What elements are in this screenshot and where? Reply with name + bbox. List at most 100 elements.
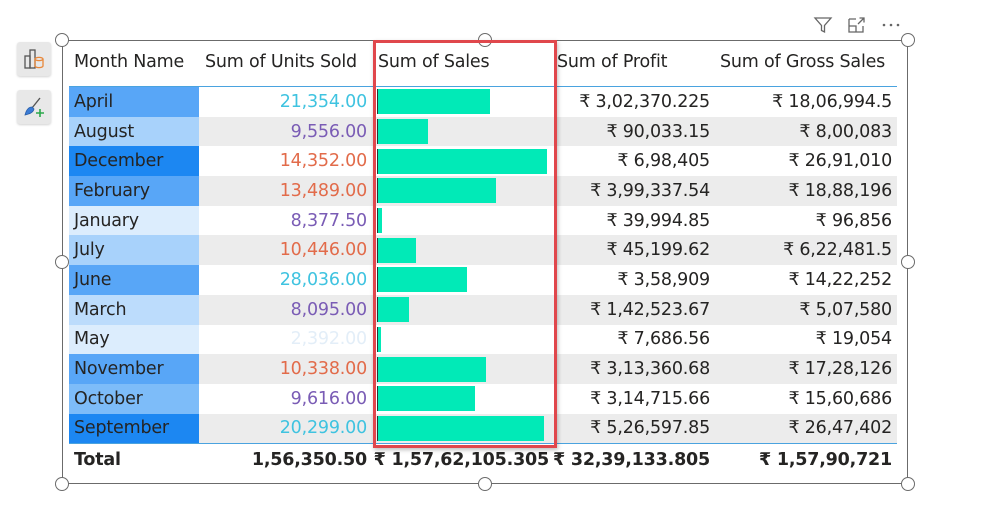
resize-handle-middle-right[interactable] — [901, 255, 915, 269]
profit-cell: ₹ 90,033.15 — [606, 121, 710, 142]
units-sold-cell: 10,446.00 — [279, 240, 367, 261]
units-sold-cell: 28,036.00 — [279, 269, 367, 290]
sales-databar — [377, 326, 381, 352]
profit-cell: ₹ 6,98,405 — [617, 151, 710, 172]
column-header-profit[interactable]: Sum of Profit — [557, 52, 668, 72]
total-sales: ₹ 1,57,62,105.305 — [373, 450, 550, 471]
sales-databar — [377, 148, 547, 174]
month-name-cell: February — [69, 176, 199, 206]
row-background — [199, 354, 897, 384]
profit-cell: ₹ 7,686.56 — [617, 329, 710, 350]
sales-databar — [377, 89, 490, 115]
gross-sales-cell: ₹ 26,47,402 — [788, 418, 892, 439]
sales-databar — [377, 208, 382, 234]
units-sold-cell: 13,489.00 — [279, 180, 367, 201]
build-visual-button[interactable] — [17, 42, 51, 76]
units-sold-cell: 21,354.00 — [279, 91, 367, 112]
format-visual-button[interactable] — [17, 90, 51, 124]
row-background — [199, 413, 897, 444]
table-row[interactable]: September 20,299.00 ₹ 5,26,597.85 ₹ 26,47,4… — [69, 413, 897, 444]
sales-databar-cell — [377, 325, 552, 355]
month-name-cell: August — [69, 116, 199, 147]
table-row[interactable]: March 8,095.00 ₹ 1,42,523.67 ₹ 5,07,580 — [69, 294, 897, 325]
profit-cell: ₹ 3,13,360.68 — [590, 359, 710, 380]
sales-databar — [377, 415, 544, 441]
resize-handle-middle-left[interactable] — [55, 255, 69, 269]
profit-cell: ₹ 5,26,597.85 — [590, 418, 710, 439]
table-row[interactable]: November 10,338.00 ₹ 3,13,360.68 ₹ 17,28,12… — [69, 354, 897, 384]
table-body: April 21,354.00 ₹ 3,02,370.225 ₹ 18,06,994.… — [69, 87, 897, 444]
sales-databar-cell — [377, 384, 552, 414]
table-visual: Month Name Sum of Units Sold Sum of Sale… — [69, 47, 897, 476]
more-options-icon[interactable] — [880, 14, 902, 36]
resize-handle-bottom-left[interactable] — [55, 477, 69, 491]
sales-databar-cell — [377, 146, 552, 176]
sales-databar — [377, 237, 416, 263]
sales-databar-cell — [377, 206, 552, 236]
sales-databar — [377, 119, 428, 145]
units-sold-cell: 9,616.00 — [290, 388, 368, 409]
row-background — [199, 176, 897, 206]
sales-databar-cell — [377, 117, 552, 147]
filter-icon[interactable] — [812, 14, 834, 36]
table-row[interactable]: October 9,616.00 ₹ 3,14,715.66 ₹ 15,60,686 — [69, 383, 897, 414]
gross-sales-cell: ₹ 14,22,252 — [788, 269, 892, 290]
month-name-cell: April — [69, 87, 199, 117]
total-gross-sales: ₹ 1,57,90,721 — [758, 450, 892, 471]
column-header-sales[interactable]: Sum of Sales — [378, 52, 490, 72]
units-sold-cell: 14,352.00 — [279, 151, 367, 172]
table-row[interactable]: April 21,354.00 ₹ 3,02,370.225 ₹ 18,06,994.… — [69, 87, 897, 117]
gross-sales-cell: ₹ 26,91,010 — [788, 151, 892, 172]
sales-databar — [377, 267, 467, 293]
column-header-month-name[interactable]: Month Name — [74, 52, 185, 72]
column-header-gross-sales[interactable]: Sum of Gross Sales — [720, 52, 886, 72]
total-row: Total 1,56,350.50 ₹ 1,57,62,105.305 ₹ 32… — [69, 443, 897, 476]
table-row[interactable]: August 9,556.00 ₹ 90,033.15 ₹ 8,00,083 — [69, 116, 897, 147]
sales-databar-cell — [377, 295, 552, 325]
sales-databar — [377, 178, 496, 204]
resize-handle-bottom-middle[interactable] — [478, 477, 492, 491]
sales-databar — [377, 356, 486, 382]
resize-handle-top-left[interactable] — [55, 33, 69, 47]
row-background — [199, 235, 897, 266]
resize-handle-top-middle[interactable] — [478, 33, 492, 47]
units-sold-cell: 20,299.00 — [279, 418, 367, 439]
units-sold-cell: 8,095.00 — [290, 299, 368, 320]
sales-databar-cell — [377, 87, 552, 117]
month-name-cell: October — [69, 383, 199, 414]
month-name-cell: September — [69, 413, 199, 444]
table-row[interactable]: February 13,489.00 ₹ 3,99,337.54 ₹ 18,88,19… — [69, 176, 897, 206]
column-header-units-sold[interactable]: Sum of Units Sold — [205, 52, 357, 72]
visual-header — [812, 14, 902, 36]
gross-sales-cell: ₹ 5,07,580 — [799, 299, 892, 320]
month-name-cell: January — [69, 205, 199, 236]
sales-databar-cell — [377, 235, 552, 265]
table-row[interactable]: June 28,036.00 ₹ 3,58,909 ₹ 14,22,252 — [69, 265, 897, 295]
profit-cell: ₹ 39,994.85 — [606, 210, 710, 231]
resize-handle-bottom-right[interactable] — [901, 477, 915, 491]
gross-sales-cell: ₹ 6,22,481.5 — [783, 240, 892, 261]
table-row[interactable]: May 2,392.00 ₹ 7,686.56 ₹ 19,054 — [69, 324, 897, 355]
profit-cell: ₹ 1,42,523.67 — [590, 299, 710, 320]
gross-sales-cell: ₹ 18,06,994.5 — [772, 91, 892, 112]
profit-cell: ₹ 3,14,715.66 — [590, 388, 710, 409]
sales-databar-cell — [377, 354, 552, 384]
row-background — [199, 116, 897, 147]
units-sold-cell: 9,556.00 — [290, 121, 368, 142]
gross-sales-cell: ₹ 18,88,196 — [788, 180, 892, 201]
sales-databar — [377, 297, 409, 323]
focus-mode-icon[interactable] — [846, 14, 868, 36]
units-sold-cell: 2,392.00 — [290, 329, 368, 350]
table-row[interactable]: December 14,352.00 ₹ 6,98,405 ₹ 26,91,010 — [69, 146, 897, 177]
profit-cell: ₹ 3,99,337.54 — [590, 180, 710, 201]
month-name-cell: December — [69, 146, 199, 177]
resize-handle-top-right[interactable] — [901, 33, 915, 47]
sales-databar-cell — [377, 176, 552, 206]
table-row[interactable]: July 10,446.00 ₹ 45,199.62 ₹ 6,22,481.5 — [69, 235, 897, 266]
profit-cell: ₹ 45,199.62 — [606, 240, 710, 261]
total-label: Total — [74, 450, 121, 471]
month-name-cell: March — [69, 294, 199, 325]
table-header: Month Name Sum of Units Sold Sum of Sale… — [69, 47, 897, 87]
sales-databar-cell — [377, 265, 552, 295]
table-row[interactable]: January 8,377.50 ₹ 39,994.85 ₹ 96,856 — [69, 205, 897, 236]
